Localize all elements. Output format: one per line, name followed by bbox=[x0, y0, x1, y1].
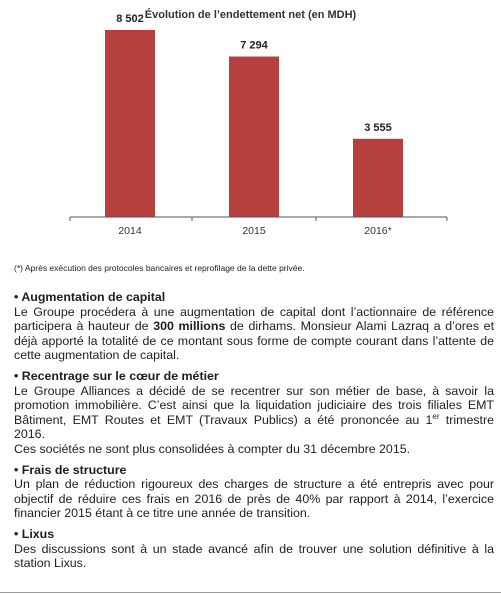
body-text: • Augmentation de capital Le Groupe proc… bbox=[14, 290, 494, 577]
value-label: 8 502 bbox=[116, 13, 144, 25]
highlight-amount: 300 millions bbox=[153, 319, 226, 334]
x-tick-label: 2016* bbox=[364, 225, 391, 237]
section-lixus: • Lixus Des discussions sont à un stade … bbox=[14, 527, 494, 571]
bar-2015 bbox=[229, 56, 279, 218]
x-tick-label: 2015 bbox=[242, 225, 266, 237]
bar-2016* bbox=[353, 138, 403, 217]
chart-title: Évolution de l’endettement net (en MDH) bbox=[144, 9, 357, 21]
debt-bar-chart: 8 502 7 294 3 555 2014 2015 2016* bbox=[69, 13, 448, 237]
bottom-divider bbox=[0, 592, 501, 593]
chart-footnote: (*) Après exécution des protocoles banca… bbox=[14, 263, 305, 273]
section-title: • Lixus bbox=[14, 526, 55, 541]
section-structure-costs: • Frais de structure Un plan de réductio… bbox=[14, 463, 494, 521]
section-title: • Recentrage sur le cœur de métier bbox=[14, 368, 219, 383]
section-capital-increase: • Augmentation de capital Le Groupe proc… bbox=[14, 290, 494, 363]
section-paragraph: Un plan de réduction rigoureux des charg… bbox=[14, 477, 494, 521]
section-paragraph: Des discussions sont à un stade avancé a… bbox=[14, 541, 494, 571]
section-paragraph: Le Groupe Alliances a décidé de se recen… bbox=[14, 383, 494, 442]
value-label: 3 555 bbox=[364, 122, 392, 134]
value-label: 7 294 bbox=[240, 40, 268, 52]
section-title: • Augmentation de capital bbox=[14, 290, 166, 304]
section-paragraph: Le Groupe procédera à une augmentation d… bbox=[14, 304, 495, 363]
section-title: • Frais de structure bbox=[14, 462, 127, 477]
section-paragraph-extra: Ces sociétés ne sont plus consolidées à … bbox=[14, 441, 411, 456]
section-core-business: • Recentrage sur le cœur de métier Le Gr… bbox=[14, 369, 494, 457]
bar-2014 bbox=[105, 29, 155, 218]
x-tick-label: 2014 bbox=[118, 225, 142, 237]
